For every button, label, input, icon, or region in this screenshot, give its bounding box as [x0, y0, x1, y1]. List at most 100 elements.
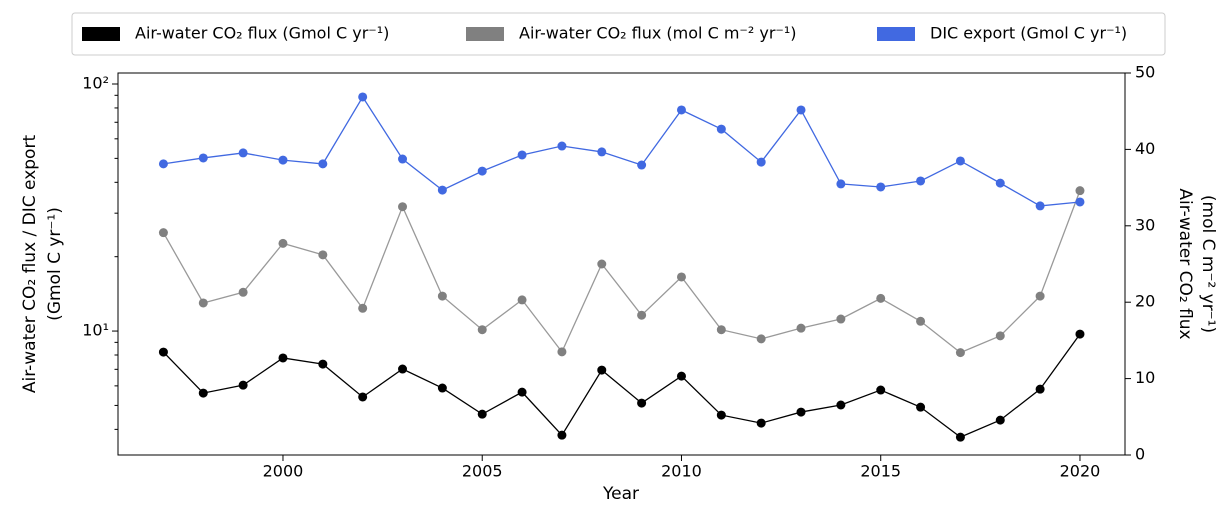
y2-tick-label: 40 [1135, 139, 1155, 158]
data-point [238, 380, 248, 390]
data-point [358, 303, 368, 313]
x-tick-label: 2020 [1060, 462, 1101, 481]
data-point [916, 176, 926, 186]
plot-frame [117, 72, 1126, 456]
y2-tick-label: 50 [1135, 63, 1155, 82]
data-point [318, 159, 328, 169]
legend-box [71, 12, 1166, 56]
data-point [597, 259, 607, 269]
data-point [318, 250, 328, 260]
y2-axis-label: (mol C m⁻² yr⁻¹) [1198, 195, 1218, 333]
data-point [198, 388, 208, 398]
data-point [1035, 384, 1045, 394]
data-point [398, 154, 408, 164]
data-point [477, 166, 487, 176]
data-point [278, 238, 288, 248]
data-point [916, 402, 926, 412]
y2-tick-label: 0 [1135, 445, 1145, 464]
data-point [676, 371, 686, 381]
data-point [557, 430, 567, 440]
data-point [477, 325, 487, 335]
data-point [955, 156, 965, 166]
data-point [158, 228, 168, 238]
legend-label: Air-water CO₂ flux (mol C m⁻² yr⁻¹) [519, 24, 797, 43]
legend-swatch [466, 27, 504, 41]
data-point [836, 314, 846, 324]
data-point [437, 383, 447, 393]
data-point [796, 407, 806, 417]
data-point [597, 365, 607, 375]
y2-tick-label: 30 [1135, 215, 1155, 234]
y-tick-label: 10² [82, 74, 109, 93]
data-point [158, 159, 168, 169]
data-point [876, 293, 886, 303]
x-tick-label: 2010 [661, 462, 702, 481]
data-point [716, 325, 726, 335]
data-point [358, 392, 368, 402]
data-point [756, 334, 766, 344]
data-point [437, 185, 447, 195]
data-point [836, 400, 846, 410]
data-point [836, 179, 846, 189]
x-tick-label: 2005 [462, 462, 503, 481]
data-point [278, 353, 288, 363]
data-point [637, 310, 647, 320]
data-point [1035, 201, 1045, 211]
data-point [557, 141, 567, 151]
y2-tick-label: 20 [1135, 292, 1155, 311]
x-axis-label: Year [602, 484, 639, 504]
data-point [238, 148, 248, 158]
data-point [676, 105, 686, 115]
data-point [278, 155, 288, 165]
legend-swatch [877, 27, 915, 41]
data-point [637, 160, 647, 170]
data-point [796, 323, 806, 333]
data-point [756, 157, 766, 167]
data-point [198, 298, 208, 308]
data-point [756, 418, 766, 428]
y2-tick-label: 10 [1135, 368, 1155, 387]
legend-label: DIC export (Gmol C yr⁻¹) [930, 24, 1127, 43]
data-point [876, 385, 886, 395]
data-point [517, 295, 527, 305]
data-point [916, 316, 926, 326]
y2-axis-label: Air-water CO₂ flux [1175, 188, 1195, 339]
data-point [716, 124, 726, 134]
series-line [162, 333, 1081, 438]
data-point [597, 147, 607, 157]
data-point [477, 409, 487, 419]
data-point [995, 415, 1005, 425]
data-point [517, 387, 527, 397]
data-point [358, 92, 368, 102]
data-point [1075, 329, 1085, 339]
series-line [162, 190, 1081, 354]
y-axis-label: (Gmol C yr⁻¹) [45, 207, 65, 321]
series-line [163, 95, 1081, 207]
data-point [995, 178, 1005, 188]
data-point [398, 202, 408, 212]
data-point [238, 287, 248, 297]
data-point [955, 432, 965, 442]
x-tick-label: 2000 [263, 462, 304, 481]
data-point [158, 347, 168, 357]
data-point [437, 291, 447, 301]
x-tick-label: 2015 [860, 462, 901, 481]
data-point [198, 153, 208, 163]
legend-swatch [82, 27, 120, 41]
data-point [637, 398, 647, 408]
data-point [557, 347, 567, 357]
data-point [1075, 197, 1085, 207]
data-point [318, 359, 328, 369]
data-point [995, 331, 1005, 341]
y-tick-label: 10¹ [82, 321, 109, 340]
data-point [517, 150, 527, 160]
data-point [1035, 291, 1045, 301]
data-point [955, 348, 965, 358]
data-point [716, 410, 726, 420]
y-axis-label: Air-water CO₂ flux / DIC export [20, 135, 40, 394]
data-point [676, 272, 686, 282]
legend-label: Air-water CO₂ flux (Gmol C yr⁻¹) [135, 24, 389, 43]
data-point [876, 182, 886, 192]
data-point [398, 364, 408, 374]
